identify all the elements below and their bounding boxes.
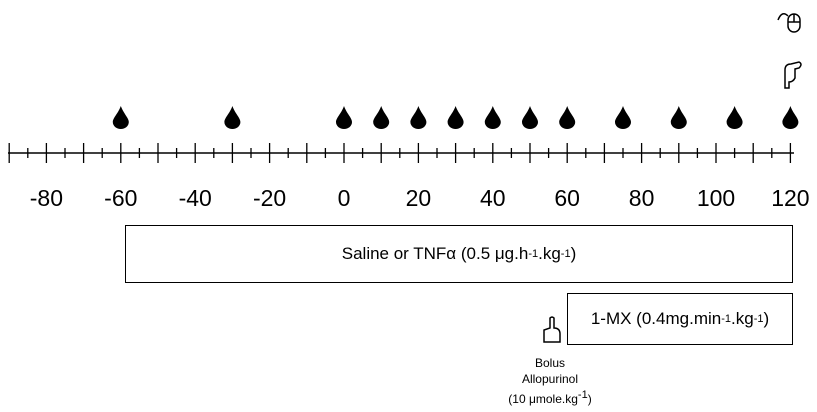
drop [782, 106, 799, 129]
box-text: ) [763, 309, 770, 328]
infusion-box: Saline or TNFα (0.5 μg.h -1 .kg -1) [125, 225, 793, 283]
axis-label: -80 [29, 185, 64, 211]
note-text: ) [587, 392, 592, 406]
note-line: Bolus [534, 356, 566, 370]
superscript: -1 [577, 389, 588, 401]
axis-label: -20 [252, 185, 287, 211]
axis-label: 20 [405, 185, 432, 211]
drop [615, 106, 631, 129]
box-text: 1-MX (0.4mg.min [590, 309, 722, 328]
axis-label: 40 [480, 185, 506, 211]
drop [447, 106, 464, 129]
drop [112, 106, 129, 129]
axis-label: -60 [104, 185, 138, 211]
mx-box: 1-MX (0.4mg.min -1 .kg -1) [567, 293, 793, 345]
drop [484, 106, 501, 129]
axis-label: 100 [696, 185, 736, 211]
box-text: .kg [538, 244, 561, 263]
axis-label: -40 [178, 185, 212, 211]
drop [410, 106, 427, 129]
hand-icon [784, 61, 802, 89]
axis-label: 60 [554, 185, 580, 211]
mouse-icon [777, 13, 801, 33]
bolus-note: Bolus Allopurinol (10 μmole.kg-1) [495, 355, 605, 407]
superscript: -1 [560, 248, 571, 260]
drop [224, 106, 241, 129]
drop [726, 106, 743, 129]
superscript: -1 [753, 313, 764, 325]
box-text: .kg [731, 309, 754, 328]
hand-icon [543, 316, 561, 343]
box-text: Saline or TNFα (0.5 μg.h [341, 244, 529, 263]
superscript: -1 [721, 313, 731, 325]
box-text: ) [570, 244, 577, 263]
drop [373, 106, 390, 129]
drop [559, 106, 576, 129]
note-line: Allopurinol [521, 372, 579, 386]
axis-label: 80 [628, 185, 655, 211]
axis-label: 120 [771, 185, 810, 211]
drop [336, 106, 352, 129]
axis-label: 0 [337, 185, 351, 211]
superscript: -1 [528, 248, 539, 260]
drops [112, 106, 799, 129]
note-text: (10 μmole.kg [508, 392, 578, 406]
drop [522, 106, 538, 129]
note-line: (10 μmole.kg-1) [495, 387, 605, 407]
ticks [8, 143, 792, 163]
drop [670, 106, 687, 129]
